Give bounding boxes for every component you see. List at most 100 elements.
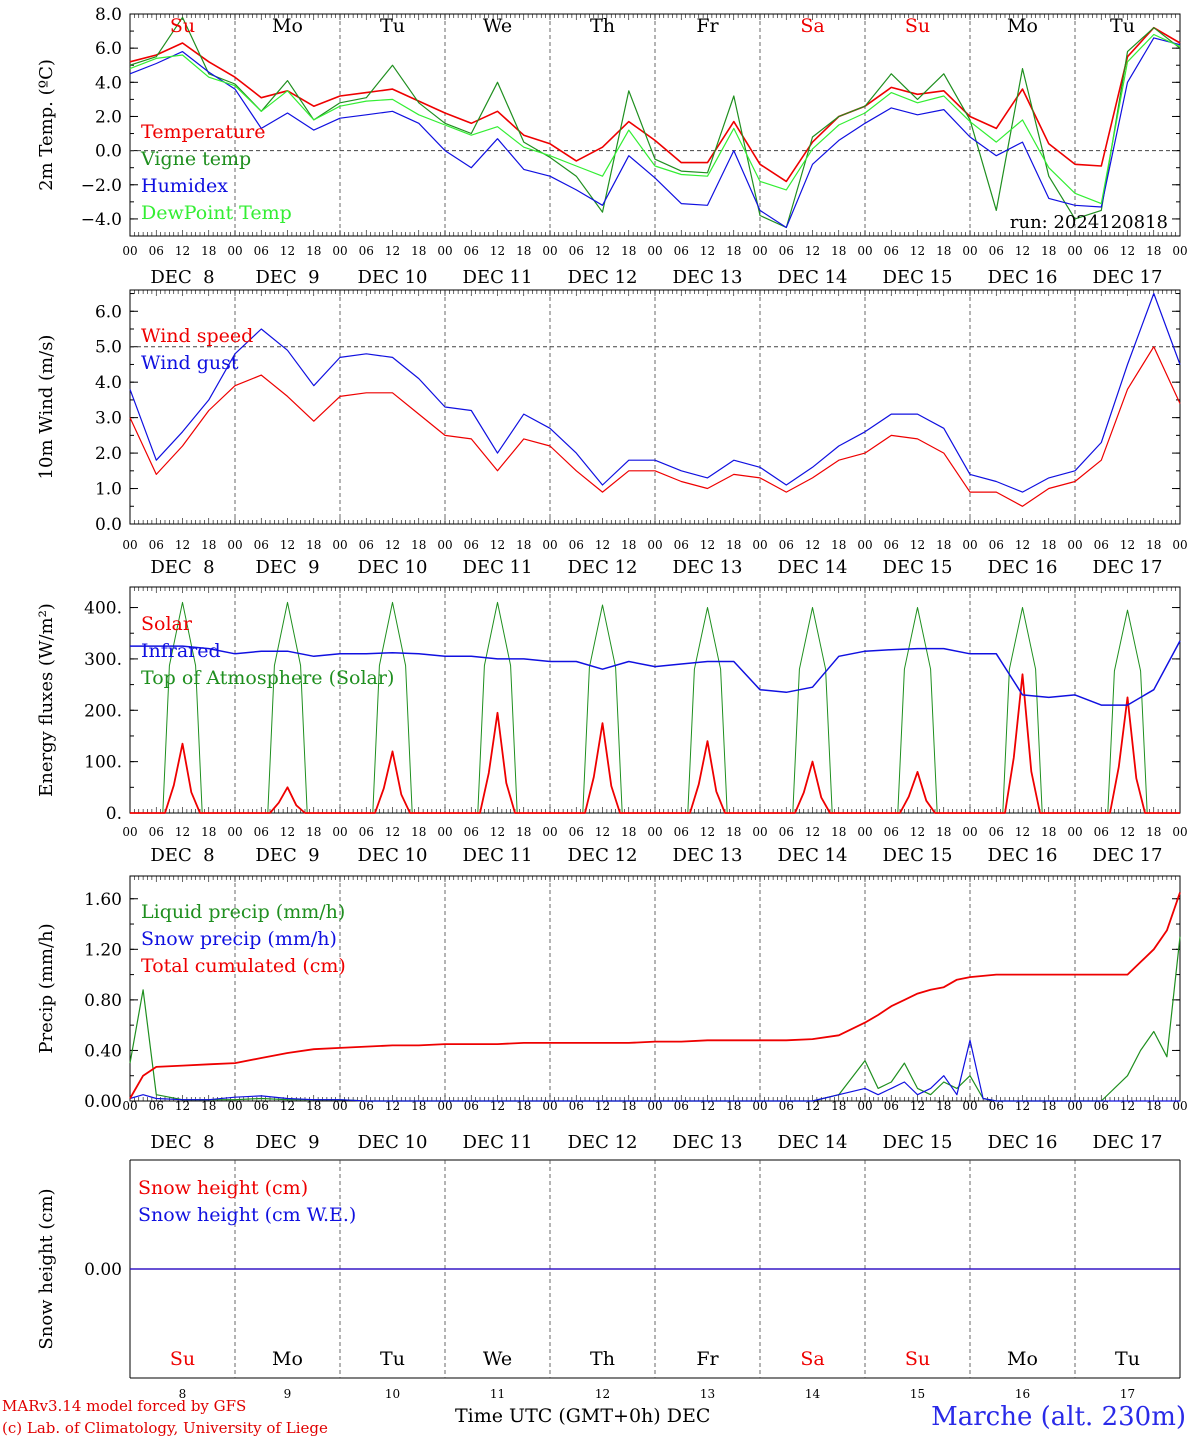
legend-entry: Temperature [141,121,265,143]
legend-entry: Snow precip (mm/h) [141,928,337,950]
legend-entry: Solar [141,613,193,635]
y-axis-label: 10m Wind (m/s) [36,335,57,480]
hour-tick-label: 06 [359,825,374,839]
date-label: DEC 13 [673,267,743,288]
date-label: DEC 11 [463,1132,533,1153]
series-snow-precip-mm-h- [129,1039,1180,1102]
hour-tick-label: 00 [962,538,977,552]
hour-tick-label: 18 [306,825,321,839]
hour-tick-label: 12 [490,825,505,839]
day-number-label: 15 [910,1387,925,1401]
y-tick-label: 1.60 [84,890,122,910]
legend-entry: Wind gust [141,352,239,374]
hour-tick-label: 00 [962,825,977,839]
date-label: DEC 13 [673,845,743,866]
hour-tick-label: 06 [779,244,794,258]
hour-tick-label: 00 [332,1099,347,1113]
hour-tick-label: 06 [569,244,584,258]
hour-tick-label: 12 [280,1099,295,1113]
hour-tick-label: 00 [227,538,242,552]
legend-entry: Infrared [141,640,221,662]
hour-tick-label: 12 [1015,1099,1030,1113]
hour-tick-label: 18 [621,538,636,552]
hour-tick-label: 00 [437,825,452,839]
hour-tick-label: 18 [1041,1099,1056,1113]
day-number-label: 8 [179,1387,187,1401]
hour-tick-label: 12 [595,825,610,839]
day-number-label: 11 [490,1387,505,1401]
y-axis-label: 2m Temp. (ºC) [36,59,57,191]
weekday-label: Su [170,15,195,37]
hour-tick-label: 12 [175,538,190,552]
date-label: DEC 8 [150,267,214,288]
hour-tick-label: 18 [726,825,741,839]
y-tick-label: 0.40 [84,1041,122,1061]
hour-tick-label: 00 [227,244,242,258]
hour-tick-label: 12 [490,538,505,552]
hour-tick-label: 00 [122,244,137,258]
day-number-label: 13 [700,1387,715,1401]
hour-tick-label: 06 [884,825,899,839]
y-tick-label: −4.0 [81,210,122,230]
y-tick-label: 1.20 [84,940,122,960]
hour-tick-label: 06 [884,244,899,258]
hour-tick-label: 18 [1041,538,1056,552]
hour-tick-label: 06 [569,538,584,552]
hour-tick-label: 06 [779,1099,794,1113]
hour-tick-label: 00 [332,538,347,552]
date-label: DEC 17 [1093,845,1163,866]
hour-tick-label: 18 [411,1099,426,1113]
date-label: DEC 10 [358,1132,428,1153]
date-label: DEC 12 [568,557,638,578]
hour-tick-label: 00 [122,1099,137,1113]
hour-tick-label: 18 [201,1099,216,1113]
hour-tick-label: 12 [175,244,190,258]
weekday-label: Su [170,1348,195,1370]
hour-tick-label: 06 [254,825,269,839]
date-label: DEC 17 [1093,267,1163,288]
hour-tick-label: 12 [700,538,715,552]
hour-tick-label: 00 [752,825,767,839]
y-tick-label: 2.0 [95,107,122,127]
hour-tick-label: 18 [201,825,216,839]
hour-tick-label: 06 [674,244,689,258]
hour-tick-label: 12 [700,244,715,258]
hour-tick-label: 18 [831,825,846,839]
y-tick-label: 5.0 [95,338,122,358]
weekday-label: Mo [272,15,303,37]
y-tick-label: 6.0 [95,302,122,322]
weekday-label: Su [905,15,930,37]
hour-tick-label: 18 [201,538,216,552]
date-label: DEC 10 [358,557,428,578]
hour-tick-label: 12 [1120,244,1135,258]
hour-tick-label: 00 [647,244,662,258]
hour-tick-label: 06 [1094,825,1109,839]
hour-tick-label: 00 [437,538,452,552]
hour-tick-label: 18 [726,1099,741,1113]
weekday-label: Mo [272,1348,303,1370]
hour-tick-label: 00 [542,538,557,552]
hour-tick-label: 06 [674,825,689,839]
y-tick-label: 400. [84,599,122,619]
day-number-label: 17 [1120,1387,1135,1401]
y-tick-label: 0.00 [84,1260,122,1280]
date-label: DEC 15 [883,845,953,866]
hour-tick-label: 00 [1172,538,1187,552]
weekday-label: Mo [1007,1348,1038,1370]
hour-tick-label: 00 [332,825,347,839]
hour-tick-label: 00 [647,538,662,552]
date-label: DEC 8 [150,845,214,866]
hour-tick-label: 12 [1015,244,1030,258]
hour-tick-label: 00 [122,825,137,839]
hour-tick-label: 12 [385,825,400,839]
hour-tick-label: 12 [1015,538,1030,552]
y-tick-label: 1.0 [95,480,122,500]
hour-tick-label: 18 [936,1099,951,1113]
hour-tick-label: 12 [280,244,295,258]
hour-tick-label: 00 [752,538,767,552]
hour-tick-label: 12 [1120,538,1135,552]
hour-tick-label: 00 [752,1099,767,1113]
hour-tick-label: 00 [962,1099,977,1113]
hour-tick-label: 12 [700,1099,715,1113]
